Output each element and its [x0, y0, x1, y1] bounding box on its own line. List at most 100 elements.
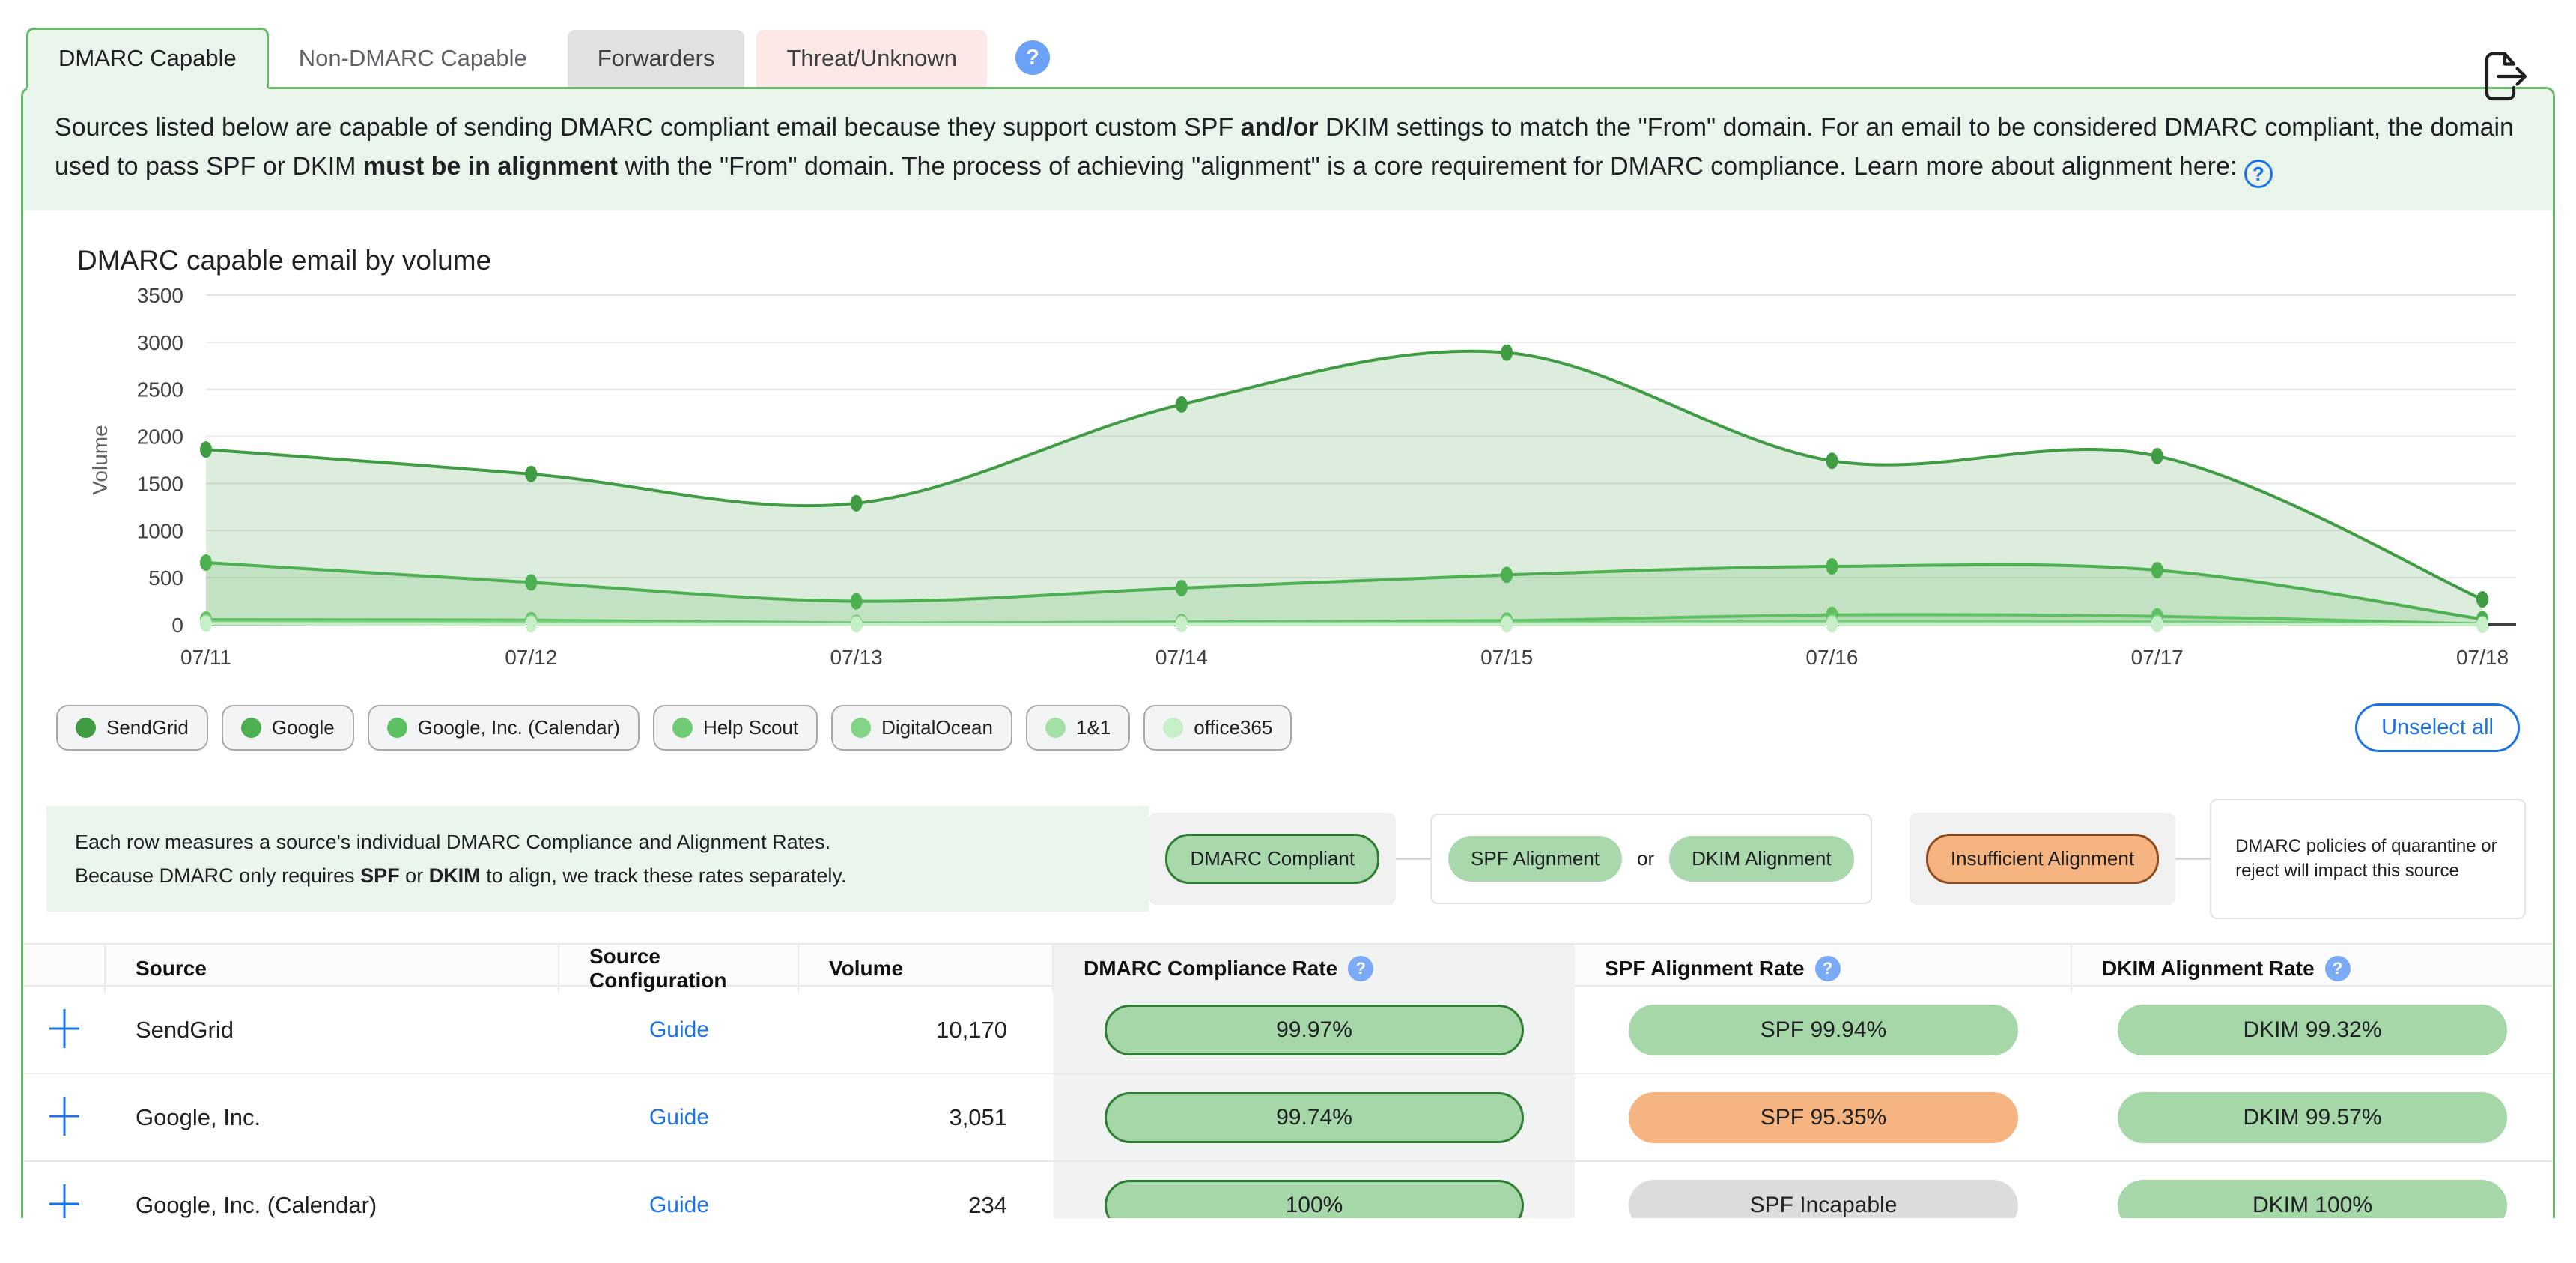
spf-rate-cell: SPF 95.35% — [1575, 1074, 2072, 1160]
spf-rate-cell: SPF 99.94% — [1575, 987, 2072, 1073]
expand-row-button[interactable] — [23, 1008, 106, 1052]
export-icon — [2473, 52, 2536, 110]
dmarc-compliant-badge: DMARC Compliant — [1165, 834, 1380, 885]
tab-threat-unknown[interactable]: Threat/Unknown — [756, 30, 987, 87]
tab-bar: DMARC Capable Non-DMARC Capable Forwarde… — [0, 25, 2576, 89]
dkim-rate-column-header: DKIM Alignment Rate? — [2072, 945, 2553, 993]
config-cell: Guide — [559, 987, 799, 1073]
dmarc-rate-cell: 99.97% — [1054, 987, 1575, 1073]
series-color-dot — [386, 718, 407, 739]
tab-dmarc-capable[interactable]: DMARC Capable — [26, 28, 269, 89]
series-label: Google — [271, 716, 335, 739]
series-label: Google, Inc. (Calendar) — [417, 716, 620, 739]
source-name: SendGrid — [136, 1016, 234, 1043]
spf-rate-help-icon[interactable]: ? — [1814, 956, 1841, 982]
series-label: Help Scout — [702, 716, 799, 739]
legend-chip[interactable]: office365 — [1143, 705, 1292, 751]
table-header-row: Source Source Configuration Volume DMARC… — [23, 945, 2553, 993]
legend-connector — [1396, 858, 1431, 861]
svg-text:07/18: 07/18 — [2456, 646, 2509, 669]
legend-chip[interactable]: Help Scout — [652, 705, 818, 751]
legend-alignment-card: SPF Alignment or DKIM Alignment — [1430, 814, 1872, 905]
svg-text:3500: 3500 — [137, 284, 183, 307]
table-row: Google, Inc. (Calendar) Guide 234 100% S… — [23, 1162, 2553, 1218]
volume-area-chart: 0 500 1000 1500 2000 2500 3000 3500 Volume 07/11 0… — [88, 284, 2516, 669]
impact-note: DMARC policies of quarantine or reject w… — [2235, 836, 2497, 881]
series-color-dot — [240, 718, 261, 739]
unselect-all-button[interactable]: Unselect all — [2355, 703, 2520, 753]
svg-text:07/17: 07/17 — [2131, 646, 2184, 669]
volume-cell: 10,170 — [936, 1016, 1007, 1043]
description-text: DKIM settings to match the "From" domain… — [55, 113, 2514, 181]
dmarc-rate-cell: 99.74% — [1054, 1074, 1575, 1161]
expand-row-button[interactable] — [23, 1183, 106, 1218]
guide-link[interactable]: Guide — [648, 1104, 710, 1130]
legend-chip[interactable]: DigitalOcean — [831, 705, 1012, 751]
svg-text:07/13: 07/13 — [830, 646, 883, 669]
chart-legend-row: SendGrid Google Google, Inc. (Calendar) Hel… — [23, 703, 2553, 753]
svg-text:500: 500 — [148, 567, 183, 590]
tabs-help-icon[interactable]: ? — [1015, 40, 1050, 75]
legend-chip[interactable]: Google — [221, 705, 354, 751]
alignment-help-icon[interactable]: ? — [2244, 160, 2273, 189]
or-label: or — [1637, 847, 1655, 870]
series-color-dot — [1163, 718, 1184, 739]
svg-text:Volume: Volume — [88, 425, 112, 495]
tab-non-dmarc-capable[interactable]: Non-DMARC Capable — [268, 30, 557, 87]
dkim-rate-help-icon[interactable]: ? — [2324, 956, 2351, 982]
svg-text:07/15: 07/15 — [1480, 646, 1533, 669]
legend-insufficient-card: Insufficient Alignment — [1909, 813, 2176, 906]
export-button[interactable] — [2473, 45, 2537, 109]
expander-column-header — [23, 945, 106, 993]
dmarc-rate-pill: 99.97% — [1105, 1004, 1524, 1055]
legend-impact-card: DMARC policies of quarantine or reject w… — [2210, 799, 2526, 920]
table-row: SendGrid Guide 10,170 99.97% SPF 99.94% … — [23, 987, 2553, 1075]
sources-table: Source Source Configuration Volume DMARC… — [23, 943, 2553, 1218]
svg-text:07/11: 07/11 — [180, 646, 231, 669]
legend-dmarc-compliant-card: DMARC Compliant — [1149, 813, 1397, 906]
panel-description: Sources listed below are capable of send… — [23, 89, 2553, 211]
svg-text:1500: 1500 — [137, 473, 183, 496]
spf-rate-cell: SPF Incapable — [1575, 1162, 2072, 1218]
dmarc-capable-panel: Sources listed below are capable of send… — [21, 87, 2555, 1218]
dkim-rate-pill: DKIM 99.32% — [2118, 1004, 2507, 1055]
dmarc-rate-help-icon[interactable]: ? — [1348, 956, 1374, 982]
svg-text:2000: 2000 — [137, 425, 183, 449]
note-line-1: Each row measures a source's individual … — [75, 831, 831, 854]
tab-forwarders[interactable]: Forwarders — [567, 30, 745, 87]
legend-chips: SendGrid Google Google, Inc. (Calendar) Hel… — [56, 705, 1292, 751]
source-name: Google, Inc. (Calendar) — [136, 1191, 377, 1218]
config-column-header: Source Configuration — [559, 945, 799, 993]
spf-alignment-badge: SPF Alignment — [1448, 836, 1623, 882]
legend-chip[interactable]: 1&1 — [1025, 705, 1131, 751]
source-column-header: Source — [106, 945, 559, 993]
plus-icon — [46, 1183, 82, 1218]
chart-title: DMARC capable email by volume — [77, 245, 492, 276]
volume-cell: 234 — [968, 1191, 1007, 1218]
svg-text:1000: 1000 — [137, 520, 183, 543]
table-note: Each row measures a source's individual … — [46, 806, 1149, 912]
guide-link[interactable]: Guide — [648, 1017, 710, 1042]
dmarc-rate-column-header: DMARC Compliance Rate? — [1054, 945, 1575, 993]
row-expander-cell — [23, 1162, 106, 1218]
legend-chip[interactable]: SendGrid — [56, 705, 208, 751]
description-text: with the "From" domain. The process of a… — [617, 151, 2244, 181]
dkim-rate-pill: DKIM 99.57% — [2118, 1091, 2507, 1143]
dkim-rate-cell: DKIM 99.32% — [2072, 987, 2553, 1073]
expand-row-button[interactable] — [23, 1095, 106, 1139]
chart-section: DMARC capable email by volume 0 500 1000 15… — [23, 210, 2553, 681]
dkim-rate-cell: DKIM 99.57% — [2072, 1074, 2553, 1160]
dkim-rate-pill: DKIM 100% — [2118, 1179, 2507, 1218]
svg-text:07/12: 07/12 — [505, 646, 557, 669]
guide-link[interactable]: Guide — [648, 1192, 710, 1217]
spf-rate-pill: SPF 95.35% — [1629, 1091, 2018, 1143]
config-cell: Guide — [559, 1162, 799, 1218]
description-text: Sources listed below are capable of send… — [55, 113, 1241, 142]
spf-rate-column-header: SPF Alignment Rate? — [1575, 945, 2072, 993]
dmarc-rate-pill: 99.74% — [1105, 1091, 1524, 1143]
legend-chip[interactable]: Google, Inc. (Calendar) — [367, 705, 640, 751]
row-expander-cell — [23, 1074, 106, 1160]
source-name: Google, Inc. — [136, 1103, 261, 1130]
dmarc-rate-cell: 100% — [1054, 1162, 1575, 1218]
dkim-rate-cell: DKIM 100% — [2072, 1162, 2553, 1218]
